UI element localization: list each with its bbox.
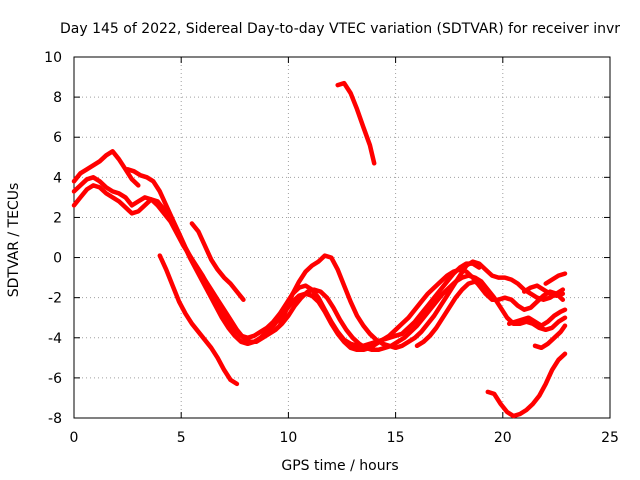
x-tick-label: 20 — [494, 430, 512, 446]
y-axis-label: SDTVAR / TECUs — [6, 183, 22, 298]
y-tick-label: 2 — [53, 210, 62, 226]
y-tick-label: 4 — [53, 170, 62, 186]
y-tick-label: -4 — [48, 331, 62, 347]
series-line-track-7 — [277, 253, 566, 351]
series-line-track-2 — [71, 183, 566, 353]
x-tick-label: 10 — [279, 430, 297, 446]
x-tick-label: 25 — [601, 430, 619, 446]
y-axis: -8 -6 -4 -2 0 2 4 6 8 10 — [44, 50, 610, 427]
x-axis: 0 5 10 15 20 25 — [70, 57, 619, 446]
series-line-track-9 — [414, 279, 484, 349]
x-tick-label: 15 — [387, 430, 405, 446]
chart-title: Day 145 of 2022, Sidereal Day-to-day VTE… — [60, 21, 620, 37]
series-line-track-8 — [335, 80, 377, 166]
grid-lines — [74, 57, 610, 418]
series-line-track-11 — [506, 307, 568, 328]
data-series — [71, 80, 568, 419]
series-line-track-12 — [532, 323, 568, 351]
plot-frame — [73, 56, 611, 419]
y-tick-label: -8 — [48, 411, 62, 427]
y-tick-label: -6 — [48, 371, 62, 387]
y-tick-label: 8 — [53, 90, 62, 106]
series-line-track-4 — [125, 167, 568, 353]
series-line-track-3 — [71, 149, 141, 188]
x-axis-label: GPS time / hours — [281, 458, 398, 474]
series-line-track-5 — [157, 253, 240, 387]
y-tick-label: -2 — [48, 291, 62, 307]
y-tick-label: 6 — [53, 130, 62, 146]
series-line-track-6 — [189, 221, 246, 302]
series-line-track-10 — [485, 351, 568, 419]
series-line-track-14 — [543, 271, 568, 286]
y-tick-label: 10 — [44, 50, 62, 66]
x-tick-label: 5 — [177, 430, 186, 446]
x-tick-label: 0 — [70, 430, 79, 446]
series-line-track-13 — [521, 283, 566, 298]
series-line-track-1 — [71, 175, 482, 349]
y-tick-label: 0 — [53, 251, 62, 267]
